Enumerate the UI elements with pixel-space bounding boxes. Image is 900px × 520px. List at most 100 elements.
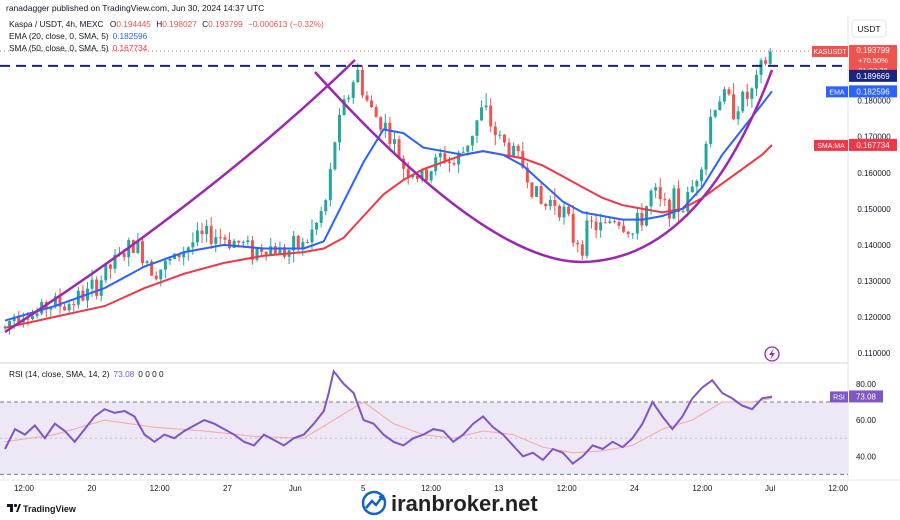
candle-body bbox=[571, 213, 575, 243]
candle-body bbox=[264, 251, 268, 255]
candle-body bbox=[154, 275, 158, 280]
candle-body bbox=[457, 152, 461, 165]
candle-body bbox=[443, 153, 447, 162]
price-tick-label: 0.120000 bbox=[857, 313, 891, 322]
candle-body bbox=[255, 247, 259, 260]
svg-text:+70.50%: +70.50% bbox=[858, 56, 888, 65]
candle-body bbox=[319, 211, 323, 223]
level-price-tag: 0.189669 bbox=[849, 69, 897, 82]
svg-text:0.167734: 0.167734 bbox=[856, 141, 890, 150]
candle-body bbox=[764, 60, 768, 64]
rsi-line[interactable] bbox=[4, 368, 773, 465]
time-tick-label: 13 bbox=[494, 484, 503, 493]
rsi-axis-ticks[interactable]: 80.00 60.00 40.00 bbox=[856, 380, 877, 461]
tradingview-logo[interactable]: TradingView bbox=[7, 503, 77, 514]
candle-body bbox=[30, 316, 34, 319]
candle-body bbox=[590, 220, 594, 222]
candle-body bbox=[310, 229, 314, 243]
symbol-title: Kaspa / USDT, 4h, MEXC bbox=[9, 19, 104, 29]
candle-body bbox=[608, 221, 612, 223]
candle-body bbox=[612, 221, 616, 223]
candle-body bbox=[539, 186, 543, 204]
candle-body bbox=[305, 241, 309, 243]
candle-body bbox=[131, 240, 135, 253]
candle-body bbox=[273, 246, 277, 255]
candle-body bbox=[626, 231, 630, 235]
candle-body bbox=[90, 279, 94, 289]
candle-body bbox=[296, 235, 300, 250]
candle-body bbox=[429, 171, 433, 181]
candle-body bbox=[209, 225, 213, 244]
candle-body bbox=[745, 91, 749, 99]
candle-body bbox=[709, 116, 713, 144]
candle-body bbox=[576, 242, 580, 245]
svg-text:iranbroker.net: iranbroker.net bbox=[391, 491, 538, 516]
symbol-legend[interactable]: Kaspa / USDT, 4h, MEXC O0.194445 H0.1980… bbox=[9, 19, 324, 29]
candle-body bbox=[328, 169, 332, 201]
candle-body bbox=[644, 206, 648, 226]
candle-body bbox=[205, 225, 209, 235]
candle-body bbox=[356, 69, 360, 83]
candle-body bbox=[159, 269, 163, 280]
time-tick-label: Jul bbox=[765, 484, 775, 493]
candle-body bbox=[603, 222, 607, 224]
time-tick-label: 12:00 bbox=[692, 484, 713, 493]
candle-body bbox=[406, 168, 410, 178]
candle-body bbox=[122, 253, 126, 258]
candle-body bbox=[17, 316, 21, 323]
cup-arc-drawing[interactable] bbox=[314, 69, 774, 264]
candle-body bbox=[713, 110, 717, 117]
candle-body bbox=[315, 222, 319, 230]
candle-body bbox=[136, 241, 140, 253]
rsi-legend[interactable]: RSI (14, close, SMA, 14, 2) 73.08 0 0 0 0 bbox=[9, 369, 164, 379]
candle-body bbox=[269, 246, 273, 255]
time-tick-label: 12:00 bbox=[421, 484, 442, 493]
candle-body bbox=[8, 320, 12, 327]
candle-body bbox=[599, 222, 603, 231]
rising-arc-drawing[interactable] bbox=[4, 59, 356, 334]
candle-body bbox=[168, 258, 172, 261]
ema-20-line[interactable] bbox=[4, 90, 773, 322]
time-tick-label: 12:00 bbox=[150, 484, 171, 493]
candle-body bbox=[104, 264, 108, 281]
candle-body bbox=[631, 233, 635, 235]
candle-body bbox=[502, 134, 506, 143]
candle-body bbox=[374, 107, 378, 118]
candle-body bbox=[58, 296, 62, 307]
watermark: iranbroker.net bbox=[361, 490, 538, 516]
price-axis-ticks[interactable]: 0.180000 0.170000 0.160000 0.150000 0.140000… bbox=[857, 97, 891, 358]
svg-text:0.182596: 0.182596 bbox=[856, 87, 890, 96]
candle-body bbox=[360, 69, 364, 96]
candle-body bbox=[548, 199, 552, 207]
candle-body bbox=[200, 230, 204, 235]
candle-body bbox=[732, 94, 736, 120]
candle-body bbox=[392, 139, 396, 144]
candle-body bbox=[218, 237, 222, 239]
time-tick-label: 12:00 bbox=[828, 484, 849, 493]
candle-body bbox=[337, 114, 341, 143]
candle-body bbox=[750, 88, 754, 99]
candle-body bbox=[140, 241, 144, 264]
main-plot-area[interactable] bbox=[0, 16, 848, 362]
time-axis-ticks[interactable]: 12:00 20 12:00 27 Jun 5 12:00 13 12:00 24 12:00 Jul… bbox=[14, 484, 849, 493]
time-tick-label: 12:00 bbox=[557, 484, 578, 493]
lightning-icon[interactable] bbox=[764, 346, 780, 362]
candle-body bbox=[191, 242, 195, 248]
candle-body bbox=[177, 253, 181, 258]
currency-button[interactable]: USDT bbox=[851, 19, 887, 38]
svg-text:SMA:MA: SMA:MA bbox=[817, 143, 845, 150]
ema-legend[interactable]: EMA (20, close, 0, SMA, 5) 0.182596 bbox=[9, 31, 148, 41]
candle-body bbox=[186, 247, 190, 252]
sma-legend[interactable]: SMA (50, close, 0, SMA, 5) 0.167734 bbox=[9, 43, 148, 53]
candle-body bbox=[681, 211, 685, 213]
candle-body bbox=[420, 169, 424, 179]
candle-body bbox=[489, 105, 493, 127]
candle-body bbox=[557, 205, 561, 218]
candle-body bbox=[260, 247, 264, 252]
candle-body bbox=[383, 122, 387, 130]
candle-body bbox=[759, 60, 763, 75]
candle-body bbox=[667, 199, 671, 219]
candle-body bbox=[649, 190, 653, 207]
candle-body bbox=[214, 237, 218, 244]
